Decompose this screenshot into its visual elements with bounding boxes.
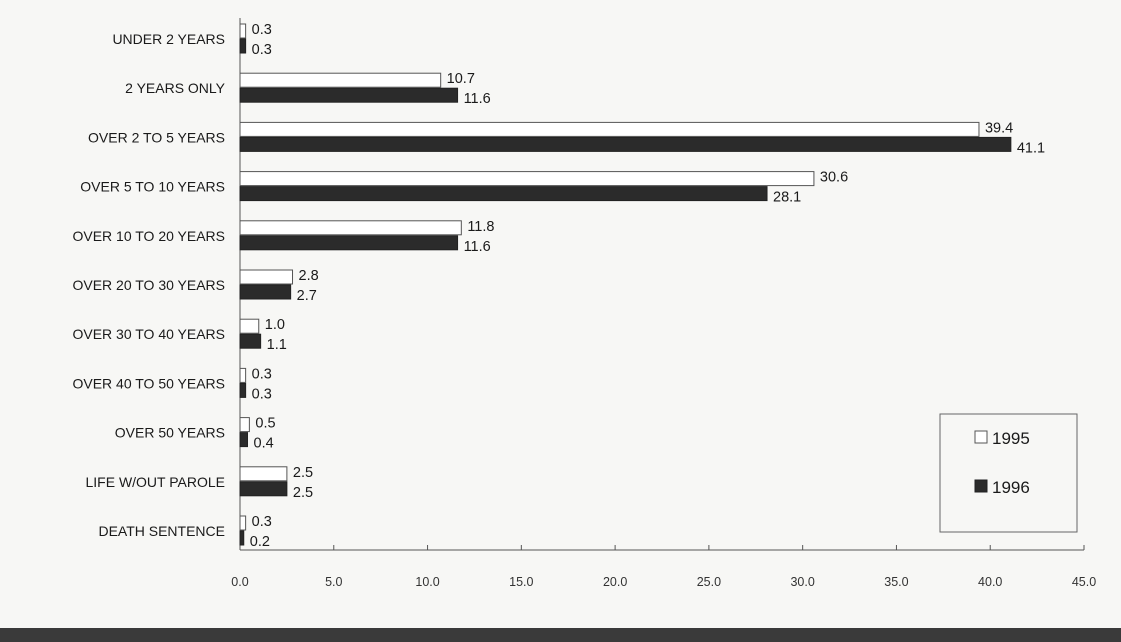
bar-1995 (239, 515, 247, 531)
x-tick-label: 45.0 (1072, 575, 1096, 589)
x-tick-label: 15.0 (509, 575, 533, 589)
legend-swatch-1996 (974, 479, 988, 493)
bar-1996 (239, 186, 768, 202)
value-label-1995: 0.3 (252, 514, 272, 530)
bar-1996 (239, 432, 249, 448)
bar-1996 (239, 87, 459, 103)
value-label-1996: 11.6 (464, 239, 491, 255)
category-label: UNDER 2 YEARS (112, 31, 225, 47)
value-label-1995: 0.5 (255, 416, 275, 432)
category-label: OVER 50 YEARS (115, 425, 225, 441)
x-tick-label: 30.0 (790, 575, 814, 589)
bar-1996 (239, 333, 262, 349)
bar-1996 (239, 481, 288, 497)
category-label: OVER 30 TO 40 YEARS (72, 326, 225, 342)
x-tick-label: 20.0 (603, 575, 627, 589)
category-label: OVER 5 TO 10 YEARS (80, 179, 225, 195)
value-label-1995: 0.3 (252, 22, 272, 38)
value-label-1995: 0.3 (252, 366, 272, 382)
value-label-1996: 0.3 (252, 42, 272, 58)
value-label-1996: 28.1 (773, 190, 801, 206)
value-label-1996: 1.1 (267, 337, 287, 353)
category-label: DEATH SENTENCE (98, 523, 225, 539)
value-label-1996: 0.3 (252, 386, 272, 402)
category-label: 2 YEARS ONLY (125, 80, 226, 96)
x-tick-label: 40.0 (978, 575, 1002, 589)
x-tick-label: 5.0 (325, 575, 342, 589)
value-label-1996: 41.1 (1017, 140, 1045, 156)
value-labels: 0.3 0.3 10.7 11.6 39.441.1 30.6 28.1 11.8 11.6 2.… (250, 22, 1045, 550)
value-label-1995: 2.8 (299, 268, 319, 284)
x-tick-label: 35.0 (884, 575, 908, 589)
value-label-1996: 2.5 (293, 485, 313, 501)
value-label-1995: 11.8 (467, 219, 494, 235)
category-label: LIFE W/OUT PAROLE (85, 474, 225, 490)
value-label-1995: 30.6 (820, 170, 848, 186)
x-tick-label: 10.0 (415, 575, 439, 589)
bar-1995 (239, 269, 294, 285)
value-label-1996: 0.2 (250, 534, 270, 550)
bar-1995 (239, 417, 250, 433)
category-label: OVER 20 TO 30 YEARS (72, 277, 225, 293)
category-label: OVER 2 TO 5 YEARS (88, 129, 225, 145)
value-label-1995: 39.4 (985, 120, 1013, 136)
bar-1995 (239, 220, 462, 236)
bar-1996 (239, 382, 247, 398)
legend: 1995 1996 (939, 413, 1078, 533)
bar-1996 (239, 530, 245, 546)
bar-1995 (239, 72, 442, 88)
bar-1996 (239, 235, 459, 251)
category-labels: UNDER 2 YEARS 2 YEARS ONLY OVER 2 TO 5 YEA… (72, 31, 225, 539)
value-label-1995: 2.5 (293, 465, 313, 481)
category-label: OVER 40 TO 50 YEARS (72, 375, 225, 391)
legend-label-1995: 1995 (992, 429, 1030, 448)
value-label-1996: 0.4 (254, 436, 274, 452)
bar-1995 (239, 466, 288, 482)
value-label-1996: 2.7 (297, 288, 317, 304)
bottom-border-strip (0, 628, 1121, 642)
category-label: OVER 10 TO 20 YEARS (72, 228, 225, 244)
x-tick-label: 0.0 (231, 575, 248, 589)
legend-box (939, 413, 1078, 533)
x-axis: 0.0 5.0 10.0 15.0 20.0 25.0 30.0 35.0 40.0 45.0 (231, 18, 1096, 589)
value-label-1995: 10.7 (447, 71, 475, 87)
legend-swatch-1995 (974, 430, 988, 444)
x-tick-label: 25.0 (697, 575, 721, 589)
legend-label-1996: 1996 (992, 478, 1030, 497)
value-label-1996: 11.6 (464, 91, 491, 107)
bar-1996 (239, 136, 1012, 152)
bar-1995 (239, 23, 247, 39)
bar-1995 (239, 318, 260, 334)
bar-1995 (239, 367, 247, 383)
bar-1995 (239, 171, 815, 187)
bar-1996 (239, 284, 292, 300)
bar-1996 (239, 38, 247, 54)
bars (239, 23, 1012, 546)
value-label-1995: 1.0 (265, 317, 285, 333)
bar-1995 (239, 121, 980, 137)
